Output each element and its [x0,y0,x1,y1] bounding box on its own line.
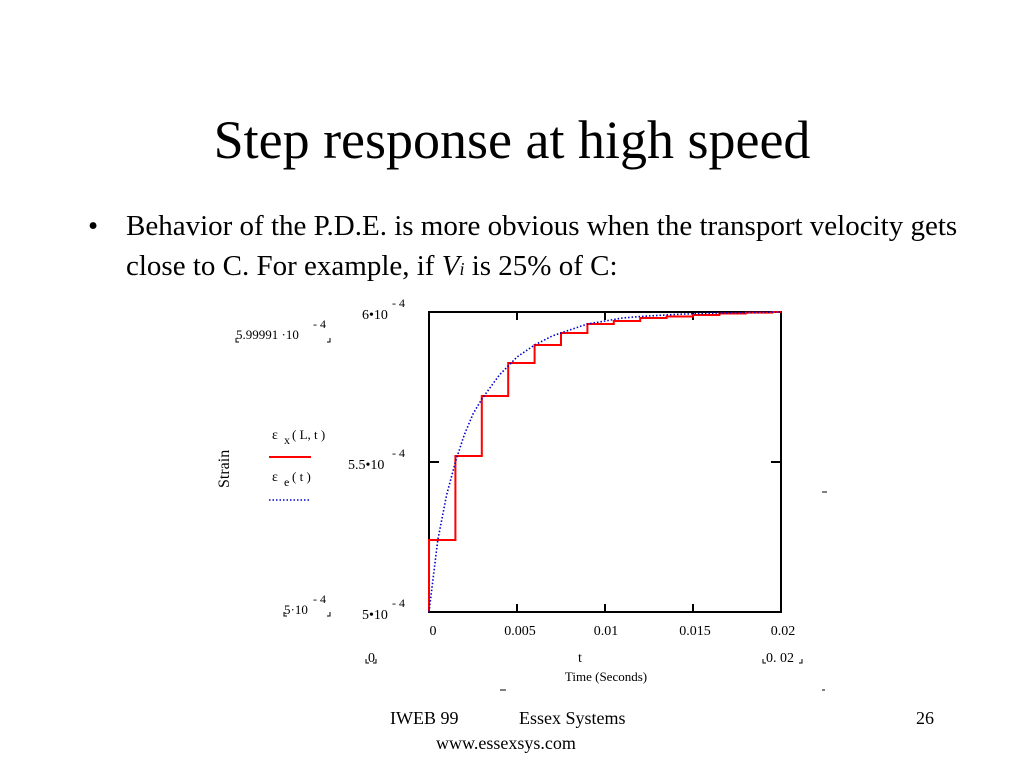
tick-marks [428,311,782,613]
x-tick-label-4: 0.02 [771,624,796,639]
series-line-1 [428,311,782,613]
y-range-top-label: 5.99991 ·10 [236,327,299,342]
bullet-symbol: • [88,210,99,242]
bullet-text-part1: Behavior of the P.D.E. is more obvious w… [126,210,958,282]
slide-title: Step response at high speed [213,110,811,170]
legend-item-1-symbol: ε [272,428,278,443]
y-range-top-exp: - 4 [313,317,326,331]
y-range-bottom-exp: - 4 [313,592,326,606]
y-tick-exp-bottom: - 4 [392,596,405,610]
legend-item-1-args: ( L, t ) [292,427,325,442]
x-axis-variable: t [578,651,582,666]
bracket-marks [235,338,827,691]
y-range-bottom-label: 5·10 [284,602,308,617]
bullet-text: Behavior of the P.D.E. is more obvious w… [126,206,968,289]
x-range-right-label: 0. 02 [766,651,794,666]
legend-item-2-symbol: ε [272,470,278,485]
bullet-variable: V [441,250,460,282]
x-tick-label-2: 0.01 [594,624,619,639]
legend-item-2-sub: e [284,475,289,489]
x-axis-label: Time (Seconds) [565,669,647,684]
plot-frame [428,311,782,613]
x-tick-label-3: 0.015 [679,624,711,639]
page-number: 26 [916,708,934,728]
footer-url: www.essexsys.com [436,733,576,753]
y-axis-label: Strain [216,450,233,488]
legend-item-2-args: ( t ) [292,469,311,484]
bullet-subscript: i [459,259,465,279]
series-line-0 [428,311,781,612]
bullet-text-part2: is 25% of C: [464,250,618,282]
footer-company: Essex Systems [519,708,626,728]
chart-legend: ε x ( L, t ) ε e ( t ) [269,427,325,501]
y-tick-label-top: 6•10 [362,308,388,323]
x-tick-label-1: 0.005 [504,624,536,639]
y-tick-exp-mid: - 4 [392,446,405,460]
y-tick-label-bottom: 5•10 [362,608,388,623]
y-tick-label-mid: 5.5•10 [348,458,384,473]
x-range-left-label: 0 [368,651,375,666]
legend-item-1-sub: x [284,433,290,447]
x-tick-label-0: 0 [430,624,437,639]
y-tick-exp-top: - 4 [392,296,405,310]
footer-conference: IWEB 99 [390,708,459,728]
series-group [428,311,782,613]
